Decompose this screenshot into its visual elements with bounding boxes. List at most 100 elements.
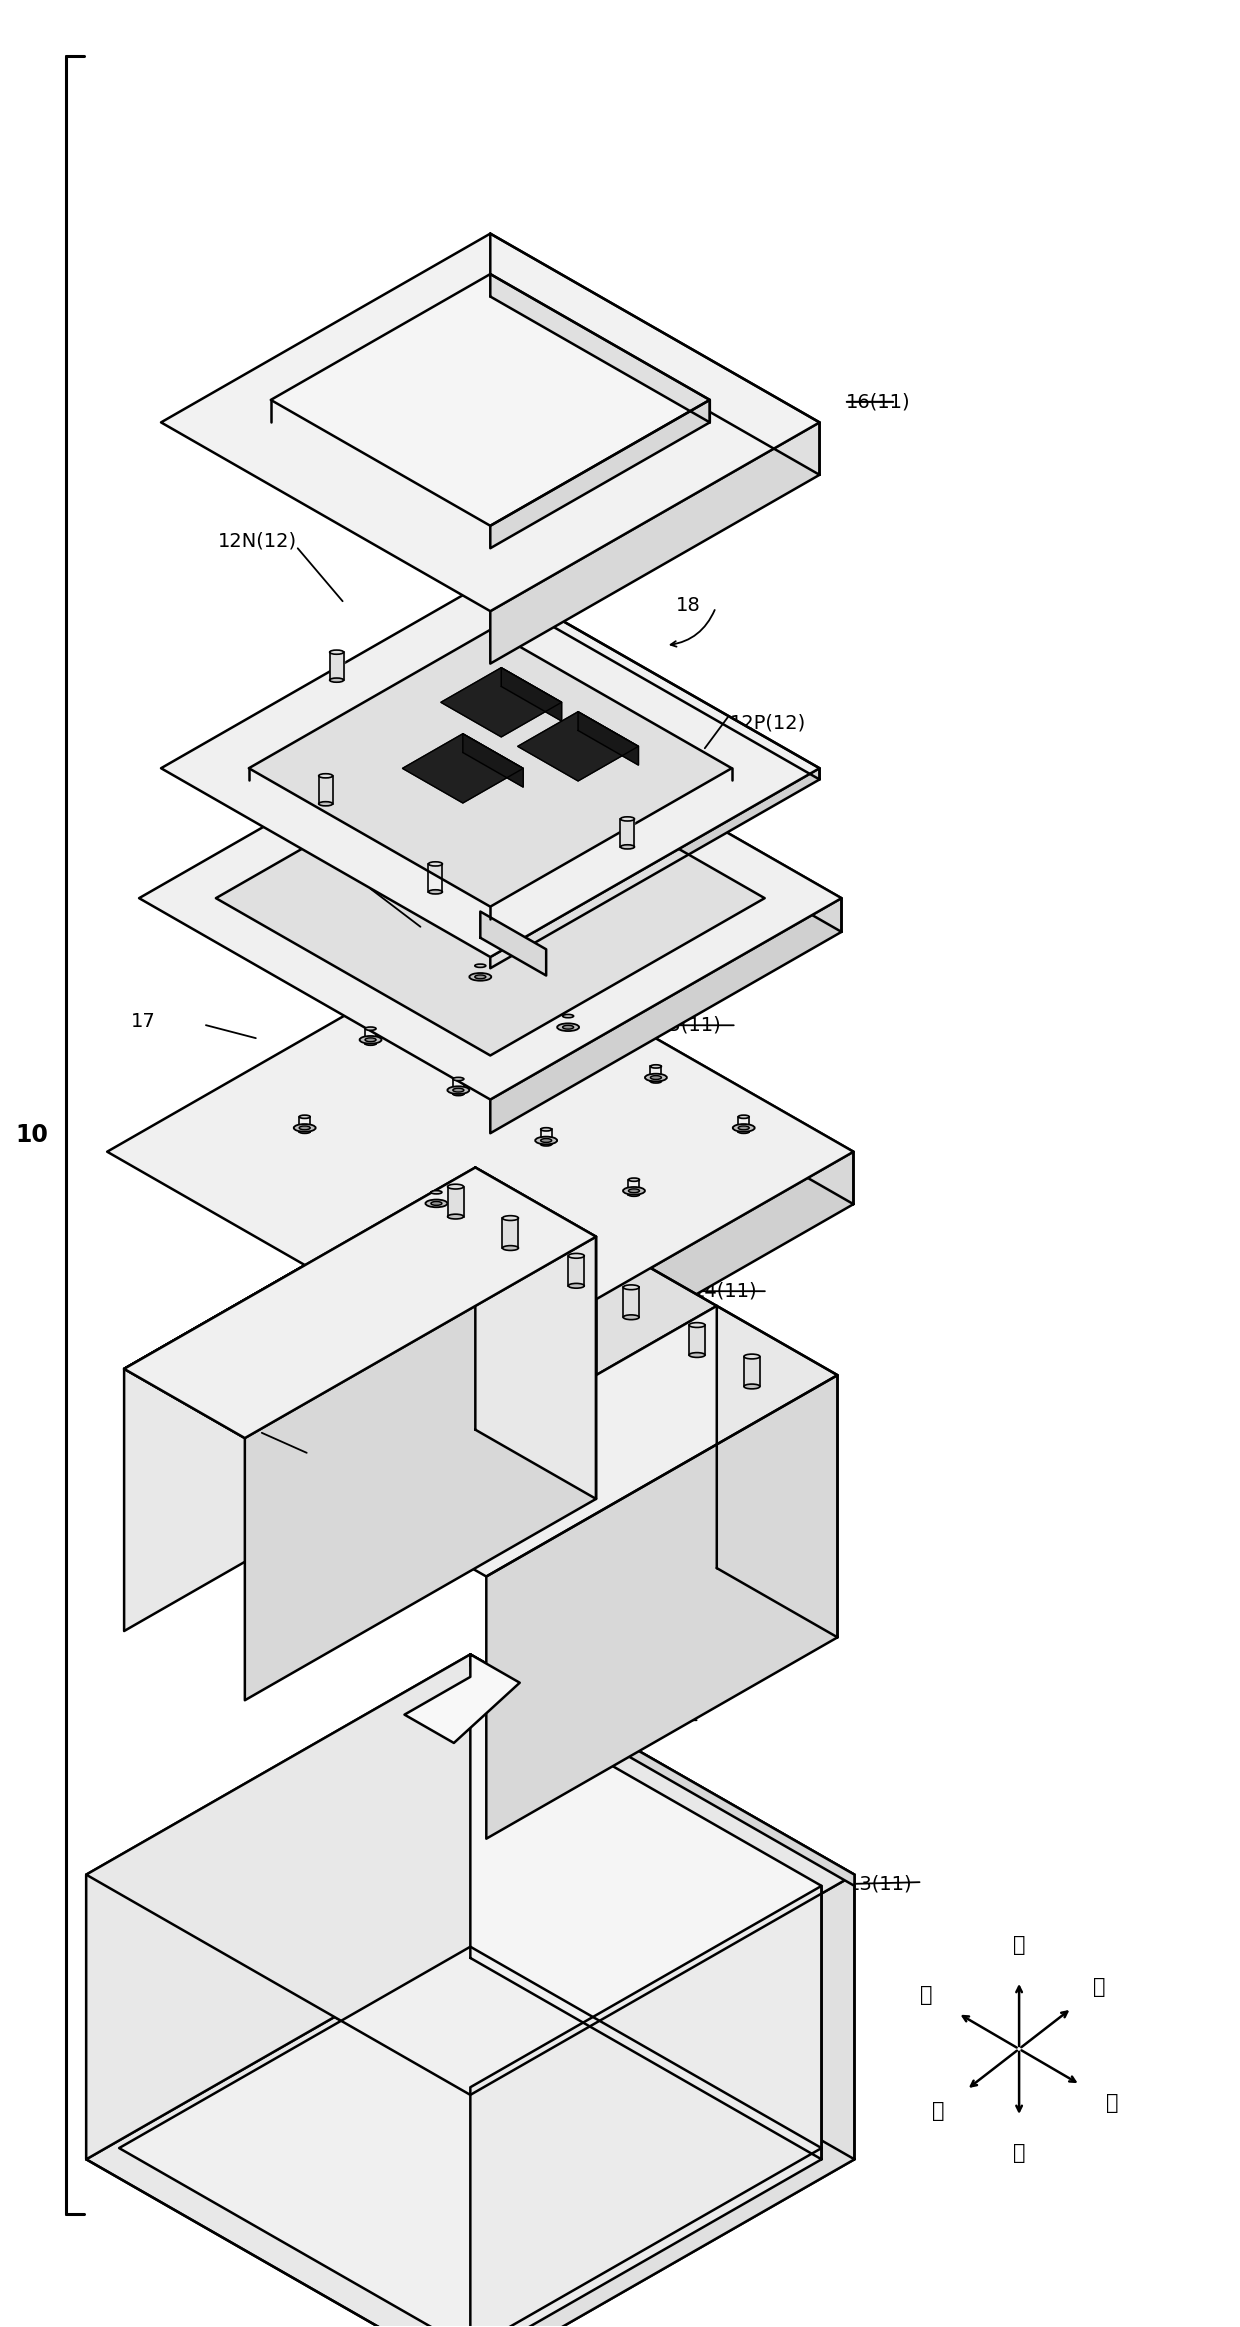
Text: 17: 17 xyxy=(295,873,320,891)
Polygon shape xyxy=(124,1168,596,1438)
Ellipse shape xyxy=(568,1285,584,1289)
Text: 20: 20 xyxy=(650,1710,675,1729)
Ellipse shape xyxy=(733,1124,755,1131)
Ellipse shape xyxy=(360,1036,382,1042)
Ellipse shape xyxy=(536,1136,557,1145)
Ellipse shape xyxy=(448,1215,464,1219)
Polygon shape xyxy=(448,1187,464,1217)
Polygon shape xyxy=(486,1375,837,1838)
Ellipse shape xyxy=(319,803,332,805)
Polygon shape xyxy=(270,275,709,526)
Ellipse shape xyxy=(294,1124,316,1131)
Text: 18: 18 xyxy=(676,596,701,614)
Ellipse shape xyxy=(689,1322,706,1326)
Polygon shape xyxy=(480,1152,853,1417)
Text: 16(11): 16(11) xyxy=(846,393,910,412)
Ellipse shape xyxy=(432,1201,441,1205)
Ellipse shape xyxy=(299,1131,310,1133)
Text: 后: 后 xyxy=(1106,2094,1118,2113)
Ellipse shape xyxy=(365,1038,376,1042)
Polygon shape xyxy=(578,712,639,766)
Ellipse shape xyxy=(429,861,443,866)
Polygon shape xyxy=(216,740,765,1056)
Ellipse shape xyxy=(502,1245,518,1250)
Ellipse shape xyxy=(744,1354,760,1359)
Ellipse shape xyxy=(557,1024,579,1031)
Polygon shape xyxy=(620,819,635,847)
Ellipse shape xyxy=(744,1385,760,1389)
Ellipse shape xyxy=(622,1187,645,1194)
Polygon shape xyxy=(490,768,820,968)
Ellipse shape xyxy=(475,980,486,982)
Polygon shape xyxy=(124,1168,475,1631)
Polygon shape xyxy=(490,233,820,475)
Polygon shape xyxy=(563,1017,574,1031)
Polygon shape xyxy=(244,1236,717,1508)
Ellipse shape xyxy=(299,1126,310,1131)
Polygon shape xyxy=(738,1117,749,1131)
Ellipse shape xyxy=(432,1205,441,1210)
Ellipse shape xyxy=(651,1075,661,1080)
Ellipse shape xyxy=(541,1138,552,1143)
Polygon shape xyxy=(541,1129,552,1145)
Text: 前: 前 xyxy=(932,2101,945,2120)
Polygon shape xyxy=(107,938,853,1366)
Polygon shape xyxy=(453,1080,464,1094)
Text: 13(11): 13(11) xyxy=(847,1876,913,1894)
Polygon shape xyxy=(490,424,820,663)
Ellipse shape xyxy=(651,1066,661,1068)
Ellipse shape xyxy=(475,963,486,968)
Polygon shape xyxy=(161,579,820,956)
Ellipse shape xyxy=(448,1184,464,1189)
Ellipse shape xyxy=(629,1177,640,1182)
Text: 下: 下 xyxy=(1013,2143,1025,2162)
Polygon shape xyxy=(404,1654,520,1743)
Ellipse shape xyxy=(738,1126,749,1131)
Polygon shape xyxy=(502,1217,518,1247)
Ellipse shape xyxy=(475,975,486,980)
Text: 13A: 13A xyxy=(143,2139,180,2159)
Ellipse shape xyxy=(319,773,332,777)
Polygon shape xyxy=(161,233,820,612)
Ellipse shape xyxy=(620,845,635,849)
Polygon shape xyxy=(475,966,486,980)
Polygon shape xyxy=(470,1876,854,2327)
Ellipse shape xyxy=(299,1115,310,1119)
Polygon shape xyxy=(470,1885,822,2327)
Polygon shape xyxy=(403,733,523,803)
Polygon shape xyxy=(689,1324,706,1354)
Polygon shape xyxy=(629,1180,640,1194)
Text: 12P(12): 12P(12) xyxy=(730,714,806,733)
Ellipse shape xyxy=(563,1015,574,1017)
Polygon shape xyxy=(490,696,842,931)
Polygon shape xyxy=(475,1168,596,1499)
Polygon shape xyxy=(480,938,853,1203)
Polygon shape xyxy=(249,631,732,908)
Ellipse shape xyxy=(541,1129,552,1131)
Text: 14(11): 14(11) xyxy=(693,1282,758,1301)
Ellipse shape xyxy=(432,1191,441,1194)
Polygon shape xyxy=(475,1168,596,1499)
Polygon shape xyxy=(139,696,842,1101)
Polygon shape xyxy=(299,1117,310,1131)
Ellipse shape xyxy=(624,1315,639,1319)
Polygon shape xyxy=(490,898,842,1133)
Polygon shape xyxy=(366,1305,837,1575)
Ellipse shape xyxy=(425,1198,448,1208)
Ellipse shape xyxy=(330,649,343,654)
Polygon shape xyxy=(429,863,443,891)
Polygon shape xyxy=(319,775,332,803)
Polygon shape xyxy=(490,400,709,549)
Text: 左: 左 xyxy=(920,1985,932,2004)
Ellipse shape xyxy=(689,1352,706,1357)
Polygon shape xyxy=(87,1654,470,2159)
Ellipse shape xyxy=(620,817,635,821)
Polygon shape xyxy=(244,1236,596,1701)
Polygon shape xyxy=(330,652,343,679)
Text: 10: 10 xyxy=(15,1124,48,1147)
Text: 右: 右 xyxy=(1094,1978,1106,1997)
Polygon shape xyxy=(490,275,709,424)
Polygon shape xyxy=(470,1654,854,1885)
Polygon shape xyxy=(470,1685,822,2159)
Polygon shape xyxy=(87,1654,854,2094)
